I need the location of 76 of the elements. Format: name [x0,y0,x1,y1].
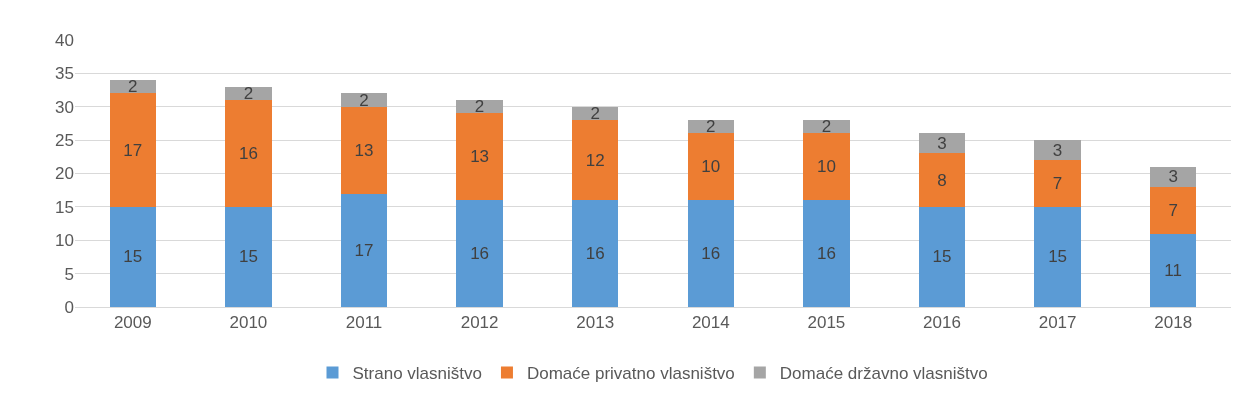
bar [340,106,388,194]
bar [109,93,156,207]
x-tick-label: 2009 [113,313,152,333]
x-tick-label: 2014 [691,313,730,333]
bar [340,93,388,107]
data-label: 13 [354,140,374,160]
y-tick-label: 30 [55,97,74,117]
legend-label: Strano vlasništvo [352,364,482,384]
x-tick-label: 2015 [807,313,846,333]
data-label: 2 [590,103,600,123]
bar [572,200,619,307]
x-tick-label: 2013 [576,313,615,333]
y-tick-label: 10 [55,231,74,251]
bar [572,120,619,201]
bar [1150,166,1197,187]
y-tick-label: 35 [55,64,74,84]
data-label: 11 [1164,260,1183,280]
data-label: 3 [1168,167,1178,187]
bar [687,133,734,201]
data-label: 3 [1052,140,1063,160]
y-tick-label: 5 [64,264,74,284]
data-label: 13 [470,147,490,167]
data-label: 15 [1048,247,1068,267]
bar [803,200,850,307]
y-tick-label: 40 [55,30,74,50]
data-label: 7 [1168,200,1178,220]
bar [1034,206,1081,307]
bar [225,100,272,207]
bar [918,153,966,207]
x-tick-label: 2018 [1154,313,1193,333]
data-label: 15 [238,247,258,267]
bar [1150,186,1197,234]
data-label: 16 [701,244,721,264]
data-label: 2 [359,90,369,110]
bar [340,193,388,307]
data-label: 16 [238,143,258,163]
data-label: 2 [706,117,716,137]
bar [225,206,272,307]
data-label: 16 [585,244,605,264]
y-tick-label: 15 [55,197,74,217]
bar [109,206,156,307]
bar [687,200,734,307]
data-label: 15 [123,247,143,267]
data-label: 2 [821,117,832,137]
data-label: 16 [816,244,836,264]
bar [1034,160,1081,207]
data-label: 17 [354,240,374,260]
legend-label: Domaće privatno vlasništvo [526,364,735,384]
data-label: 8 [937,170,947,190]
x-tick-label: 2010 [229,313,268,333]
x-tick-label: 2011 [345,313,383,333]
bar [1034,140,1081,161]
bar [803,133,850,201]
y-tick-label: 20 [55,164,74,184]
data-label: 12 [585,150,605,170]
data-label: 3 [937,133,947,153]
data-label: 7 [1052,174,1063,194]
bar [456,200,503,307]
bar [918,133,966,154]
y-tick-label: 0 [64,297,74,317]
x-tick-label: 2017 [1038,313,1077,333]
bar [918,206,966,307]
data-label: 15 [932,247,952,267]
x-tick-label: 2012 [460,313,499,333]
data-label: 10 [701,157,721,177]
bar [1150,233,1197,307]
data-label: 2 [243,83,254,103]
data-label: 16 [470,244,490,264]
x-tick-label: 2016 [923,313,961,333]
bar [456,113,503,201]
data-label: 2 [474,97,485,117]
data-label: 17 [123,140,143,160]
legend-label: Domaće državno vlasništvo [779,364,988,384]
data-label: 2 [128,77,138,97]
y-tick-label: 25 [55,131,74,151]
data-label: 10 [816,157,836,177]
